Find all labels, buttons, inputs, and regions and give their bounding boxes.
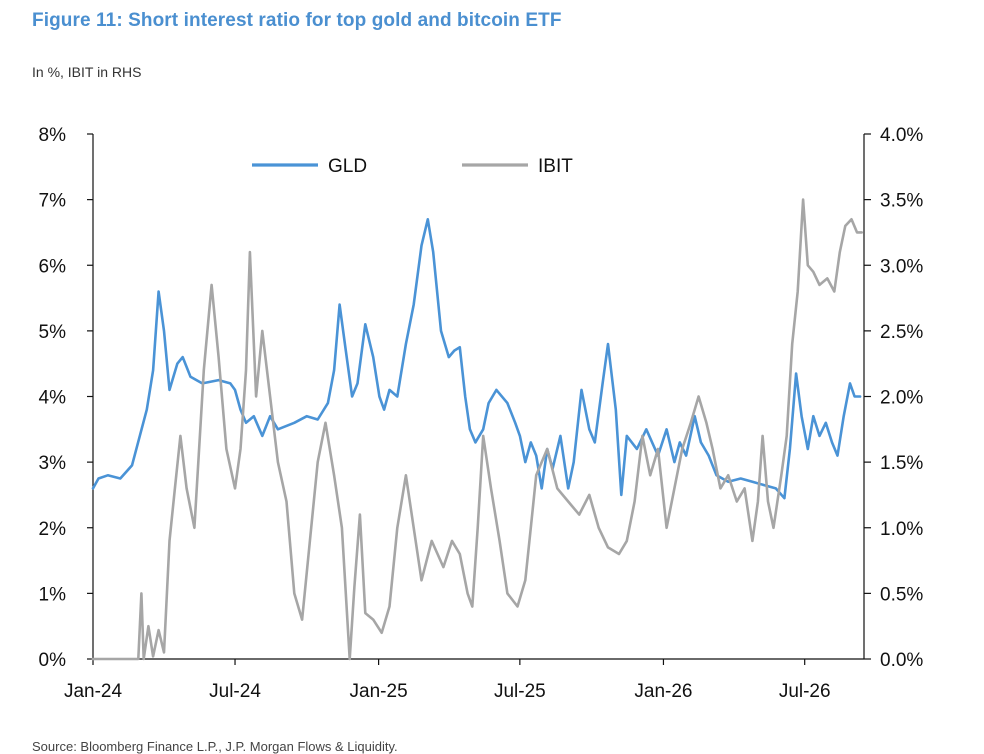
legend-label-ibit: IBIT [538, 156, 573, 177]
right-tick-label: 2.5% [880, 322, 923, 343]
right-tick-label: 4.0% [880, 125, 923, 146]
right-tick-label: 2.0% [880, 388, 923, 409]
chart-legend: GLD IBIT [252, 156, 573, 177]
right-tick-label: 3.0% [880, 256, 923, 277]
right-tick-label: 3.5% [880, 191, 923, 212]
chart-axes: 0% 1% 2% 3% 4% 5% 6% 7% 8% 0.0% 0.5% 1.0% 1.5% 2.0% 2.… [39, 125, 924, 702]
left-tick-label: 3% [39, 453, 67, 474]
chart-series [91, 198, 864, 661]
x-tick-label: Jul-24 [209, 681, 261, 702]
series-line-gld [91, 218, 862, 500]
left-tick-label: 4% [39, 388, 67, 409]
left-tick-label: 7% [39, 191, 67, 212]
x-tick-label: Jan-25 [350, 681, 408, 702]
left-tick-label: 1% [39, 584, 67, 605]
left-tick-label: 8% [39, 125, 67, 146]
left-tick-label: 0% [39, 650, 67, 671]
chart-title: Figure 11: Short interest ratio for top … [32, 10, 562, 31]
right-tick-label: 0.0% [880, 650, 923, 671]
x-tick-label: Jan-26 [634, 681, 692, 702]
x-tick-label: Jul-25 [494, 681, 546, 702]
left-tick-label: 5% [39, 322, 67, 343]
right-tick-label: 0.5% [880, 584, 923, 605]
chart-subtitle: In %, IBIT in RHS [32, 64, 142, 80]
right-tick-label: 1.5% [880, 453, 923, 474]
series-line-ibit [91, 198, 864, 661]
right-tick-label: 1.0% [880, 519, 923, 540]
chart-source: Source: Bloomberg Finance L.P., J.P. Mor… [32, 739, 398, 754]
x-tick-label: Jul-26 [779, 681, 831, 702]
left-tick-label: 6% [39, 256, 67, 277]
x-tick-label: Jan-24 [64, 681, 123, 702]
left-tick-label: 2% [39, 519, 67, 540]
legend-label-gld: GLD [328, 156, 367, 177]
